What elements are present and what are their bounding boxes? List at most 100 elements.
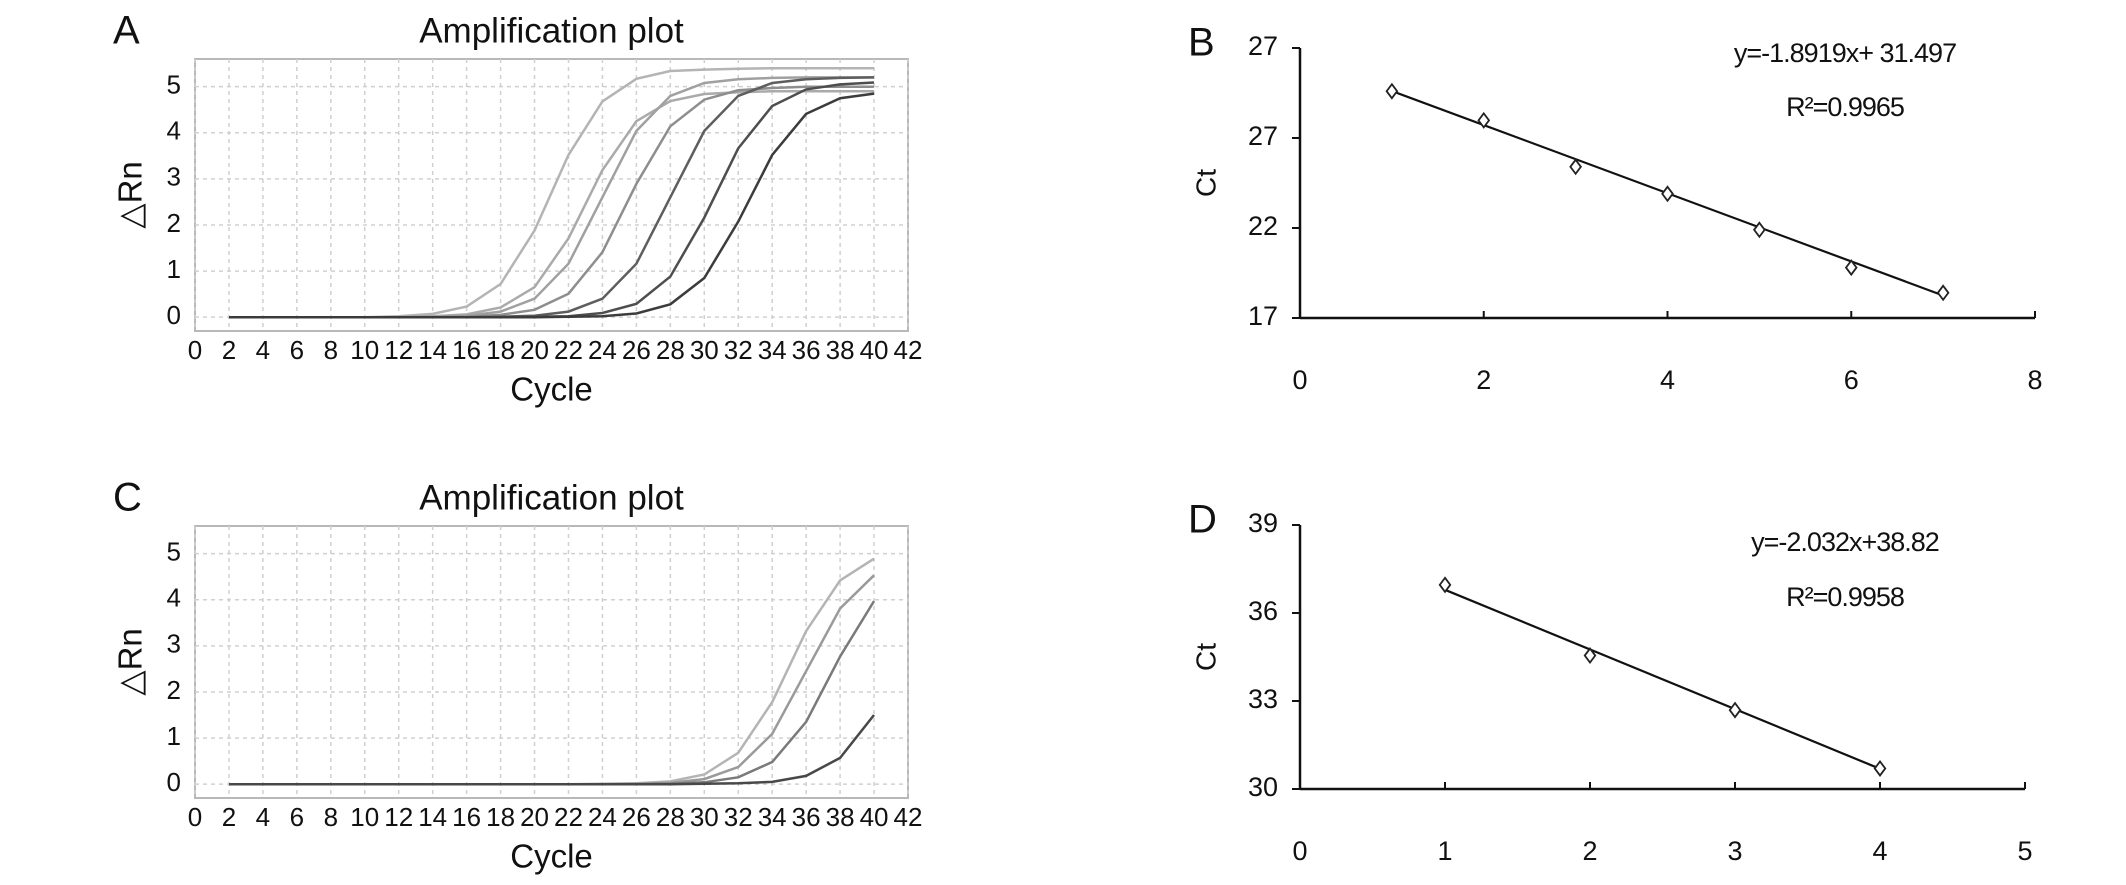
y-tick-label: 2 <box>167 208 181 238</box>
x-tick-label: 30 <box>690 802 719 832</box>
x-tick-label: 2 <box>1476 365 1491 395</box>
x-tick-label: 22 <box>554 802 583 832</box>
panel-letter: D <box>1188 498 1217 542</box>
x-tick-label: 38 <box>826 802 855 832</box>
x-tick-label: 12 <box>384 802 413 832</box>
x-tick-label: 40 <box>860 335 889 365</box>
x-tick-label: 36 <box>792 802 821 832</box>
panel: D 0 1 2 3 4 5 30 33 36 39 Ct y=-2.032x+38.82 R²=0.995… <box>1188 498 2033 867</box>
y-tick-label: 33 <box>1248 684 1278 714</box>
y-axis-label: Ct <box>1190 643 1221 671</box>
x-tick-label: 6 <box>290 802 304 832</box>
x-tick-label: 26 <box>622 802 651 832</box>
data-point <box>1385 82 1399 100</box>
equation-annotation: R²=0.9958 <box>1786 582 1904 612</box>
y-tick-label: 5 <box>167 70 181 100</box>
equation-annotation: R²=0.9965 <box>1786 92 1904 122</box>
y-tick-label: 4 <box>167 583 181 613</box>
x-tick-label: 42 <box>894 802 923 832</box>
x-tick-label: 10 <box>350 335 379 365</box>
x-tick-label: 16 <box>452 802 481 832</box>
x-tick-label: 32 <box>724 335 753 365</box>
x-tick-label: 0 <box>1292 365 1307 395</box>
y-tick-label: 0 <box>167 767 181 797</box>
amplification-curve <box>229 92 875 319</box>
y-axis-label: Ct <box>1190 169 1221 197</box>
x-tick-label: 24 <box>588 802 617 832</box>
x-tick-label: 6 <box>1844 365 1859 395</box>
x-tick-label: 24 <box>588 335 617 365</box>
x-tick-label: 4 <box>256 802 270 832</box>
x-axis-label: Cycle <box>510 371 593 408</box>
panel-letter: C <box>113 476 142 520</box>
x-tick-label: 2 <box>222 335 236 365</box>
data-point <box>1477 111 1491 129</box>
y-tick-label: 22 <box>1248 211 1278 241</box>
y-tick-label: 36 <box>1248 596 1278 626</box>
y-axis-label: △Rn <box>112 628 149 696</box>
trendline <box>1444 588 1881 770</box>
x-tick-label: 12 <box>384 335 413 365</box>
y-axis-label: △Rn <box>112 161 149 229</box>
x-tick-label: 3 <box>1727 836 1742 866</box>
y-tick-label: 27 <box>1248 31 1278 61</box>
x-tick-label: 5 <box>2017 836 2032 866</box>
chart-title: Amplification plot <box>419 478 684 517</box>
x-tick-label: 2 <box>222 802 236 832</box>
y-tick-label: 3 <box>167 162 181 192</box>
plot-frame <box>194 525 909 799</box>
panel-letter: B <box>1188 21 1215 65</box>
data-point <box>1728 701 1742 719</box>
chart-title: Amplification plot <box>419 11 684 50</box>
x-tick-label: 28 <box>656 802 685 832</box>
y-tick-label: 4 <box>167 116 181 146</box>
x-tick-label: 42 <box>894 335 923 365</box>
data-point <box>1438 576 1452 594</box>
panel: B 0 2 4 6 8 17 22 27 27 Ct y=-1.8919x+ 31.497 R²=0.9… <box>1188 21 2043 396</box>
x-tick-label: 18 <box>486 335 515 365</box>
panel-letter: A <box>113 9 140 53</box>
x-tick-label: 20 <box>520 802 549 832</box>
x-tick-label: 8 <box>2027 365 2042 395</box>
x-tick-label: 34 <box>758 335 787 365</box>
data-point <box>1661 185 1674 203</box>
y-tick-label: 5 <box>167 537 181 567</box>
data-point <box>1844 259 1858 277</box>
x-tick-label: 4 <box>1872 836 1887 866</box>
x-tick-label: 14 <box>418 802 447 832</box>
x-tick-label: 1 <box>1437 836 1452 866</box>
x-tick-label: 34 <box>758 802 787 832</box>
x-tick-label: 38 <box>826 335 855 365</box>
x-tick-label: 18 <box>486 802 515 832</box>
x-tick-label: 0 <box>188 335 202 365</box>
y-tick-label: 30 <box>1248 772 1278 802</box>
data-point <box>1753 221 1766 239</box>
x-axis-label: Cycle <box>510 838 593 875</box>
x-tick-label: 4 <box>1660 365 1675 395</box>
x-tick-label: 8 <box>324 802 338 832</box>
y-tick-label: 17 <box>1248 301 1278 331</box>
y-tick-label: 1 <box>167 254 181 284</box>
x-tick-label: 36 <box>792 335 821 365</box>
y-tick-label: 3 <box>167 629 181 659</box>
data-point <box>1936 284 1950 302</box>
data-point <box>1569 158 1583 176</box>
y-tick-label: 1 <box>167 721 181 751</box>
x-tick-label: 6 <box>290 335 304 365</box>
data-point <box>1873 759 1887 777</box>
data-point <box>1583 647 1597 665</box>
x-tick-label: 2 <box>1582 836 1597 866</box>
y-tick-label: 0 <box>167 300 181 330</box>
x-tick-label: 40 <box>860 802 889 832</box>
x-tick-label: 10 <box>350 802 379 832</box>
amplification-curve <box>229 714 875 786</box>
x-tick-label: 30 <box>690 335 719 365</box>
x-tick-label: 0 <box>188 802 202 832</box>
equation-annotation: y=-2.032x+38.82 <box>1751 527 1939 557</box>
equation-annotation: y=-1.8919x+ 31.497 <box>1734 38 1956 68</box>
x-tick-label: 4 <box>256 335 270 365</box>
